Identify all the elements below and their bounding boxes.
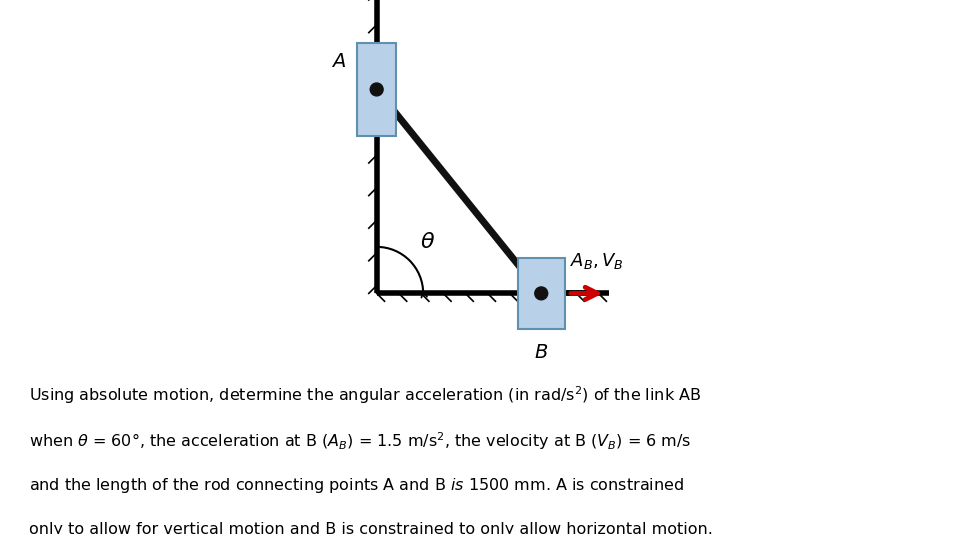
Text: only to allow for vertical motion and B is constrained to only allow horizontal : only to allow for vertical motion and B … [29, 522, 712, 534]
Text: when $\theta$ = 60°, the acceleration at B ($A_B$) = 1.5 m/s$^2$, the velocity a: when $\theta$ = 60°, the acceleration at… [29, 430, 691, 452]
Circle shape [370, 83, 383, 96]
Bar [518, 257, 564, 329]
Bar [357, 43, 396, 136]
Text: B: B [534, 343, 548, 362]
Text: $\theta$: $\theta$ [420, 232, 436, 253]
Text: A: A [332, 52, 346, 71]
Text: Using absolute motion, determine the angular acceleration (in rad/s$^2$) of the : Using absolute motion, determine the ang… [29, 384, 701, 406]
Circle shape [534, 287, 548, 300]
Text: and the length of the rod connecting points A and B $\mathit{is}$ 1500 mm. A is : and the length of the rod connecting poi… [29, 476, 684, 495]
Text: $\mathit{A}_B, V_B$: $\mathit{A}_B, V_B$ [570, 251, 623, 271]
